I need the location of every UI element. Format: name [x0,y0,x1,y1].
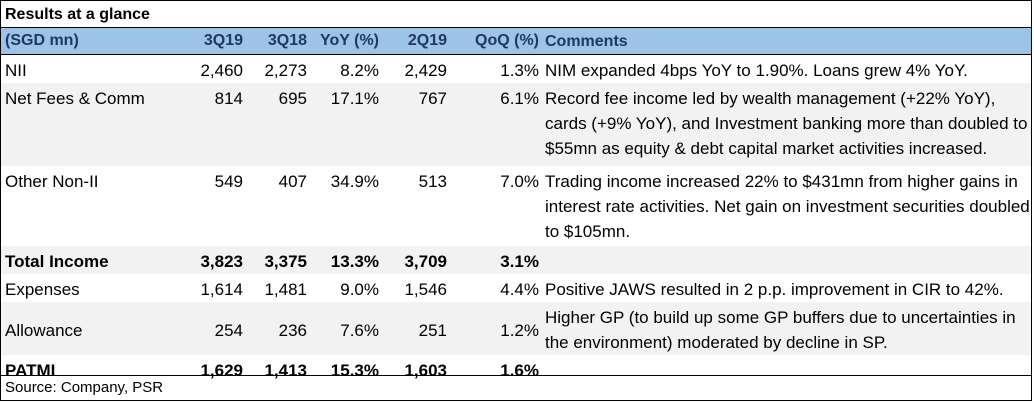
row-label: Net Fees & Comm [5,89,145,108]
cell-2q19: 513 [418,172,447,191]
cell-3q19: 814 [214,89,243,108]
cell-3q19: 254 [214,320,243,340]
cell-3q18: 3,375 [264,252,307,271]
cell-qoq: 7.0% [500,172,539,191]
cell-2q19: 1,546 [404,280,447,299]
row-label: Expenses [5,280,80,299]
cell-3q19: 3,823 [200,252,243,271]
header-row: (SGD mn) 3Q19 3Q18 YoY (%) 2Q19 QoQ (%) … [1,28,1031,55]
table-row: Net Fees & Comm 814 695 17.1% 767 6.1% R… [1,83,1031,166]
cell-3q18: 1,481 [264,280,307,299]
table-row: Other Non-II 549 407 34.9% 513 7.0% Trad… [1,166,1031,246]
table-row: Allowance 254 236 7.6% 251 1.2% Higher G… [1,302,1031,355]
header-3q19: 3Q19 [183,28,243,55]
cell-comment: Record fee income led by wealth manageme… [545,89,1028,158]
cell-qoq: 6.1% [500,89,539,108]
cell-yoy: 34.9% [330,172,379,191]
results-table: (SGD mn) 3Q19 3Q18 YoY (%) 2Q19 QoQ (%) … [1,28,1031,383]
cell-2q19: 767 [418,89,447,108]
cell-qoq: 3.1% [500,252,539,271]
cell-yoy: 9.0% [340,280,379,299]
cell-2q19: 3,709 [404,252,447,271]
cell-comment [539,246,1031,274]
cell-yoy: 17.1% [330,89,379,108]
table-row: Expenses 1,614 1,481 9.0% 1,546 4.4% Pos… [1,274,1031,302]
cell-qoq: 1.3% [500,61,539,80]
cell-2q19: 251 [418,320,447,340]
row-label: Allowance [5,320,83,340]
cell-3q19: 2,460 [200,61,243,80]
source-note: Source: Company, PSR [1,375,1031,400]
cell-3q19: 549 [214,172,243,191]
cell-3q18: 236 [278,320,307,340]
cell-2q19: 2,429 [404,61,447,80]
table-row: NII 2,460 2,273 8.2% 2,429 1.3% NIM expa… [1,55,1031,84]
cell-3q18: 695 [278,89,307,108]
cell-qoq: 1.2% [500,320,539,340]
cell-yoy: 8.2% [340,61,379,80]
cell-yoy: 13.3% [330,252,379,271]
header-yoy: YoY (%) [307,28,379,55]
cell-comment: Higher GP (to build up some GP buffers d… [545,308,1016,352]
row-label: Total Income [5,252,109,271]
row-label: NII [5,61,27,80]
header-qoq: QoQ (%) [447,28,539,55]
cell-comment: Positive JAWS resulted in 2 p.p. improve… [545,280,1004,299]
cell-3q18: 407 [278,172,307,191]
header-3q18: 3Q18 [243,28,307,55]
table-row: Total Income 3,823 3,375 13.3% 3,709 3.1… [1,246,1031,274]
header-unit: (SGD mn) [1,28,183,55]
table-title: Results at a glance [1,1,1031,28]
header-comments: Comments [539,28,1031,55]
cell-yoy: 7.6% [340,320,379,340]
cell-3q18: 2,273 [264,61,307,80]
cell-comment: Trading income increased 22% to $431mn f… [545,172,1030,241]
header-2q19: 2Q19 [379,28,447,55]
cell-comment: NIM expanded 4bps YoY to 1.90%. Loans gr… [545,61,968,80]
cell-qoq: 4.4% [500,280,539,299]
cell-3q19: 1,614 [200,280,243,299]
row-label: Other Non-II [5,172,99,191]
